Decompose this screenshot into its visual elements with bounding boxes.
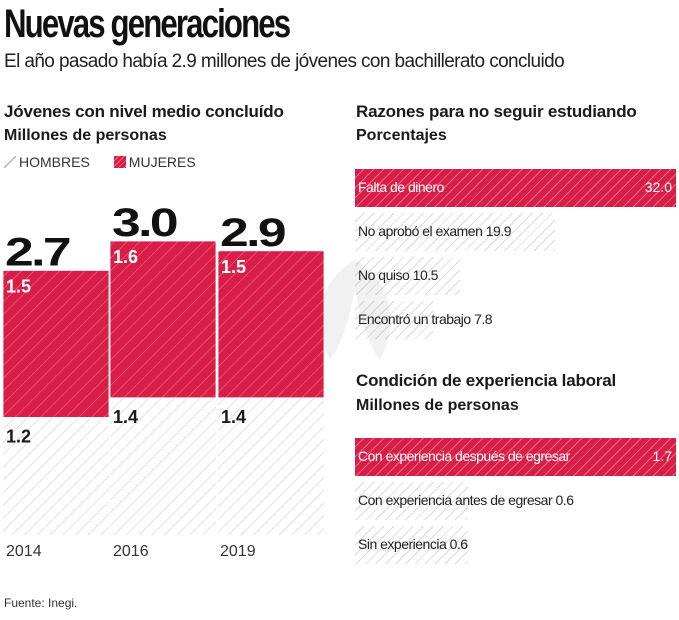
reason-value: 10.5	[412, 267, 439, 283]
chart-title: Nuevas generaciones	[4, 2, 291, 46]
label-mujeres-2016: 1.6	[113, 247, 138, 267]
label-hombres-2014: 1.2	[6, 426, 31, 446]
source-note: Fuente: Inegi.	[4, 596, 78, 610]
bar-hombres-2019	[218, 397, 324, 535]
reason-category: Encontró un trabajo	[358, 311, 475, 327]
reason-row: No quiso 10.5	[355, 257, 676, 295]
experience-label: Con experiencia antes de egresar 0.6	[358, 492, 574, 508]
mujeres-swatch	[113, 156, 126, 168]
stacked-column-chart: 1.5 1.2 2.7 1.6 1.4 3.0 1.5 1.4 2.9	[2, 201, 325, 535]
bar-hombres-2014	[3, 417, 109, 535]
legend-label-hombres: HOMBRES	[19, 154, 90, 170]
experience-category: Sin experiencia	[358, 536, 450, 552]
reason-bar	[355, 213, 555, 251]
reason-value: 7.8	[474, 311, 493, 327]
legend-label-mujeres: MUJERES	[128, 154, 196, 170]
experience-bar	[355, 438, 676, 476]
experience-value: 0.6	[449, 536, 468, 552]
bar-mujeres-2014	[2, 270, 110, 418]
label-mujeres-2014: 1.5	[6, 276, 31, 296]
experience-chart-subtitle: Millones de personas	[356, 397, 519, 414]
reason-bar	[355, 301, 434, 339]
reason-label: Falta de dinero	[358, 179, 444, 195]
reason-label: No quiso 10.5	[358, 267, 438, 283]
reason-label: Encontró un trabajo 7.8	[358, 311, 493, 327]
hombres-swatch	[4, 156, 16, 168]
eagle-watermark-icon	[319, 260, 391, 360]
reason-row: Encontró un trabajo 7.8	[355, 301, 676, 339]
reason-bar	[355, 257, 461, 295]
reason-label: No aprobó el examen 19.9	[358, 223, 512, 239]
legend: HOMBRES MUJERES	[4, 154, 216, 170]
label-total-2014: 2.7	[5, 230, 70, 274]
x-tick-2016: 2016	[113, 543, 149, 560]
experience-row: Con experiencia después de egresar 1.7	[355, 438, 676, 476]
reason-row: Falta de dinero 32.0	[355, 169, 676, 207]
experience-value: 0.6	[555, 492, 574, 508]
left-chart-title: Jóvenes con nivel medio concluído	[4, 102, 284, 121]
reason-bar	[355, 169, 676, 207]
reasons-chart-subtitle: Porcentajes	[356, 127, 447, 144]
experience-category: Con experiencia antes de egresar	[358, 492, 556, 508]
legend-item-mujeres: MUJERES	[113, 154, 196, 170]
experience-label: Con experiencia después de egresar	[358, 448, 570, 464]
experience-bar	[355, 526, 469, 564]
chart-subtitle: El año pasado había 2.9 millones de jóve…	[4, 51, 565, 72]
label-mujeres-2019: 1.5	[221, 257, 246, 277]
experience-chart-title: Condición de experiencia laboral	[356, 371, 617, 390]
reason-value: 19.9	[485, 223, 512, 239]
reasons-chart-title: Razones para no seguir estudiando	[356, 102, 637, 121]
bar-mujeres-2019	[217, 250, 325, 399]
experience-bar	[355, 482, 469, 520]
label-hombres-2019: 1.4	[221, 407, 246, 427]
reason-value: 32.0	[644, 179, 672, 195]
experience-row: Sin experiencia 0.6	[355, 526, 676, 564]
experience-row: Con experiencia antes de egresar 0.6	[355, 482, 676, 520]
reason-row: No aprobó el examen 19.9	[355, 213, 676, 251]
bar-mujeres-2016	[109, 240, 217, 399]
experience-value: 1.7	[652, 448, 672, 464]
bar-hombres-2016	[110, 397, 216, 535]
label-total-2019: 2.9	[220, 211, 285, 255]
legend-item-hombres: HOMBRES	[4, 154, 90, 170]
x-tick-2019: 2019	[220, 543, 256, 560]
label-total-2016: 3.0	[112, 201, 177, 245]
reason-category: No quiso	[358, 267, 413, 283]
experience-label: Sin experiencia 0.6	[358, 536, 468, 552]
reason-category: No aprobó el examen	[358, 223, 486, 239]
label-hombres-2016: 1.4	[113, 407, 138, 427]
x-tick-2014: 2014	[6, 543, 42, 560]
left-chart-subtitle: Millones de personas	[4, 127, 167, 144]
